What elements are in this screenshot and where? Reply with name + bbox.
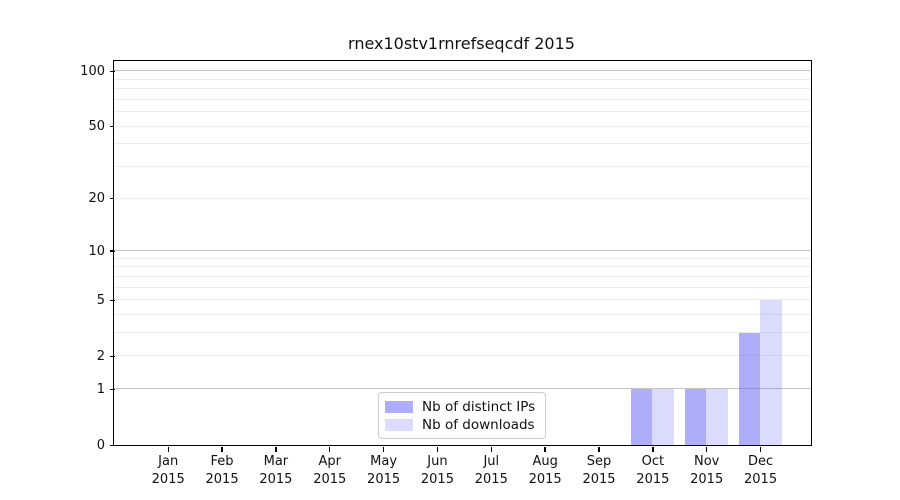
bar-downloads [760, 299, 782, 445]
x-axis-tick [652, 447, 654, 452]
x-axis-tick [544, 447, 546, 452]
x-tick-year: 2015 [582, 472, 616, 487]
y-axis-tick [109, 299, 115, 301]
y-minor-gridline [114, 299, 811, 301]
x-tick-year: 2015 [528, 472, 562, 487]
plot-area [113, 60, 812, 446]
y-major-gridline [114, 250, 811, 252]
bar-downloads [706, 388, 728, 445]
x-tick-month: Sep [586, 454, 612, 469]
chart-title: rnex10stv1rnrefseqcdf 2015 [348, 34, 575, 53]
y-axis-tick [109, 250, 115, 252]
y-axis-tick [109, 444, 115, 447]
x-axis-tick-label: Feb 2015 [192, 453, 252, 489]
x-axis-tick [759, 447, 762, 452]
y-minor-gridline [114, 314, 811, 315]
y-minor-gridline [114, 88, 811, 90]
y-minor-gridline [114, 275, 811, 277]
y-axis-tick [109, 388, 115, 390]
y-minor-gridline [114, 355, 811, 357]
y-minor-gridline [114, 257, 811, 259]
legend-label: Nb of distinct IPs [422, 398, 536, 415]
x-tick-year: 2015 [205, 472, 239, 487]
x-axis-tick-label: Apr 2015 [300, 453, 360, 489]
x-axis-tick-label: Oct 2015 [623, 453, 683, 489]
y-minor-gridline [114, 143, 811, 145]
y-minor-gridline [114, 286, 811, 288]
legend-item-distinct-ips: Nb of distinct IPs [385, 398, 535, 415]
y-major-gridline [114, 388, 811, 390]
x-tick-month: Nov [694, 454, 720, 469]
y-minor-gridline [114, 125, 811, 127]
x-tick-month: Apr [318, 454, 342, 469]
y-axis-tick [109, 126, 115, 128]
x-axis-tick [436, 447, 439, 452]
x-tick-year: 2015 [744, 472, 778, 487]
y-axis-tick-label: 5 [96, 292, 105, 308]
x-axis-tick-label: Aug 2015 [515, 453, 575, 489]
y-axis-tick-label: 2 [96, 348, 105, 364]
x-axis-tick [275, 447, 277, 452]
x-tick-month: Feb [210, 454, 234, 469]
x-axis-tick-label: May 2015 [354, 453, 414, 489]
x-tick-month: May [370, 454, 398, 469]
x-tick-year: 2015 [151, 472, 185, 487]
x-tick-month: Mar [263, 454, 289, 469]
y-minor-gridline [114, 111, 811, 113]
x-tick-month: Dec [747, 454, 774, 469]
legend-swatch-downloads [385, 418, 413, 431]
x-axis-tick [221, 447, 223, 452]
legend-label: Nb of downloads [422, 416, 535, 433]
x-tick-month: Jan [158, 454, 179, 469]
x-tick-year: 2015 [313, 472, 347, 487]
x-axis-tick-label: Nov 2015 [677, 453, 737, 489]
x-tick-month: Jul [483, 454, 500, 469]
y-minor-gridline [114, 197, 811, 199]
x-tick-year: 2015 [259, 472, 293, 487]
x-axis-tick-label: Sep 2015 [569, 453, 629, 489]
bar-downloads [652, 388, 674, 445]
y-minor-gridline [114, 332, 811, 334]
x-axis-tick [598, 447, 600, 452]
x-tick-year: 2015 [367, 472, 401, 487]
legend-swatch-distinct-ips [385, 400, 413, 413]
legend: Nb of distinct IPs Nb of downloads [378, 392, 547, 439]
x-tick-month: Jun [427, 454, 448, 469]
x-axis-tick [490, 447, 492, 452]
x-tick-year: 2015 [420, 472, 454, 487]
y-axis-tick-label: 1 [96, 381, 105, 397]
legend-item-downloads: Nb of downloads [385, 416, 535, 433]
x-tick-month: Aug [532, 454, 558, 469]
y-axis-tick-label: 50 [88, 119, 105, 135]
x-axis-tick-label: Jun 2015 [407, 453, 467, 489]
y-axis-tick-label: 20 [88, 191, 105, 207]
x-axis-tick [329, 447, 331, 452]
x-axis-tick-label: Dec 2015 [731, 453, 791, 489]
x-tick-year: 2015 [636, 472, 670, 487]
y-minor-gridline [114, 78, 811, 80]
bar-distinct-ips [684, 388, 707, 445]
y-axis-tick-label: 10 [88, 243, 105, 259]
y-axis-tick [109, 197, 115, 200]
y-minor-gridline [114, 166, 811, 168]
y-axis-tick [109, 70, 115, 72]
x-axis-tick [382, 447, 385, 452]
x-tick-year: 2015 [690, 472, 724, 487]
x-tick-month: Oct [641, 454, 665, 469]
y-major-gridline [114, 70, 811, 72]
x-axis-tick-label: Jan 2015 [138, 453, 198, 489]
bar-distinct-ips [630, 388, 653, 445]
x-axis-tick-label: Jul 2015 [461, 453, 521, 489]
y-minor-gridline [114, 98, 811, 100]
x-tick-year: 2015 [474, 472, 508, 487]
y-axis-tick-label: 100 [80, 63, 105, 79]
x-axis-tick [706, 447, 708, 452]
y-axis-tick [109, 355, 115, 358]
y-axis-tick-label: 0 [96, 438, 105, 453]
y-minor-gridline [114, 266, 811, 268]
bar-distinct-ips [738, 332, 761, 445]
x-axis-tick [167, 447, 169, 452]
x-axis-tick-label: Mar 2015 [246, 453, 306, 489]
